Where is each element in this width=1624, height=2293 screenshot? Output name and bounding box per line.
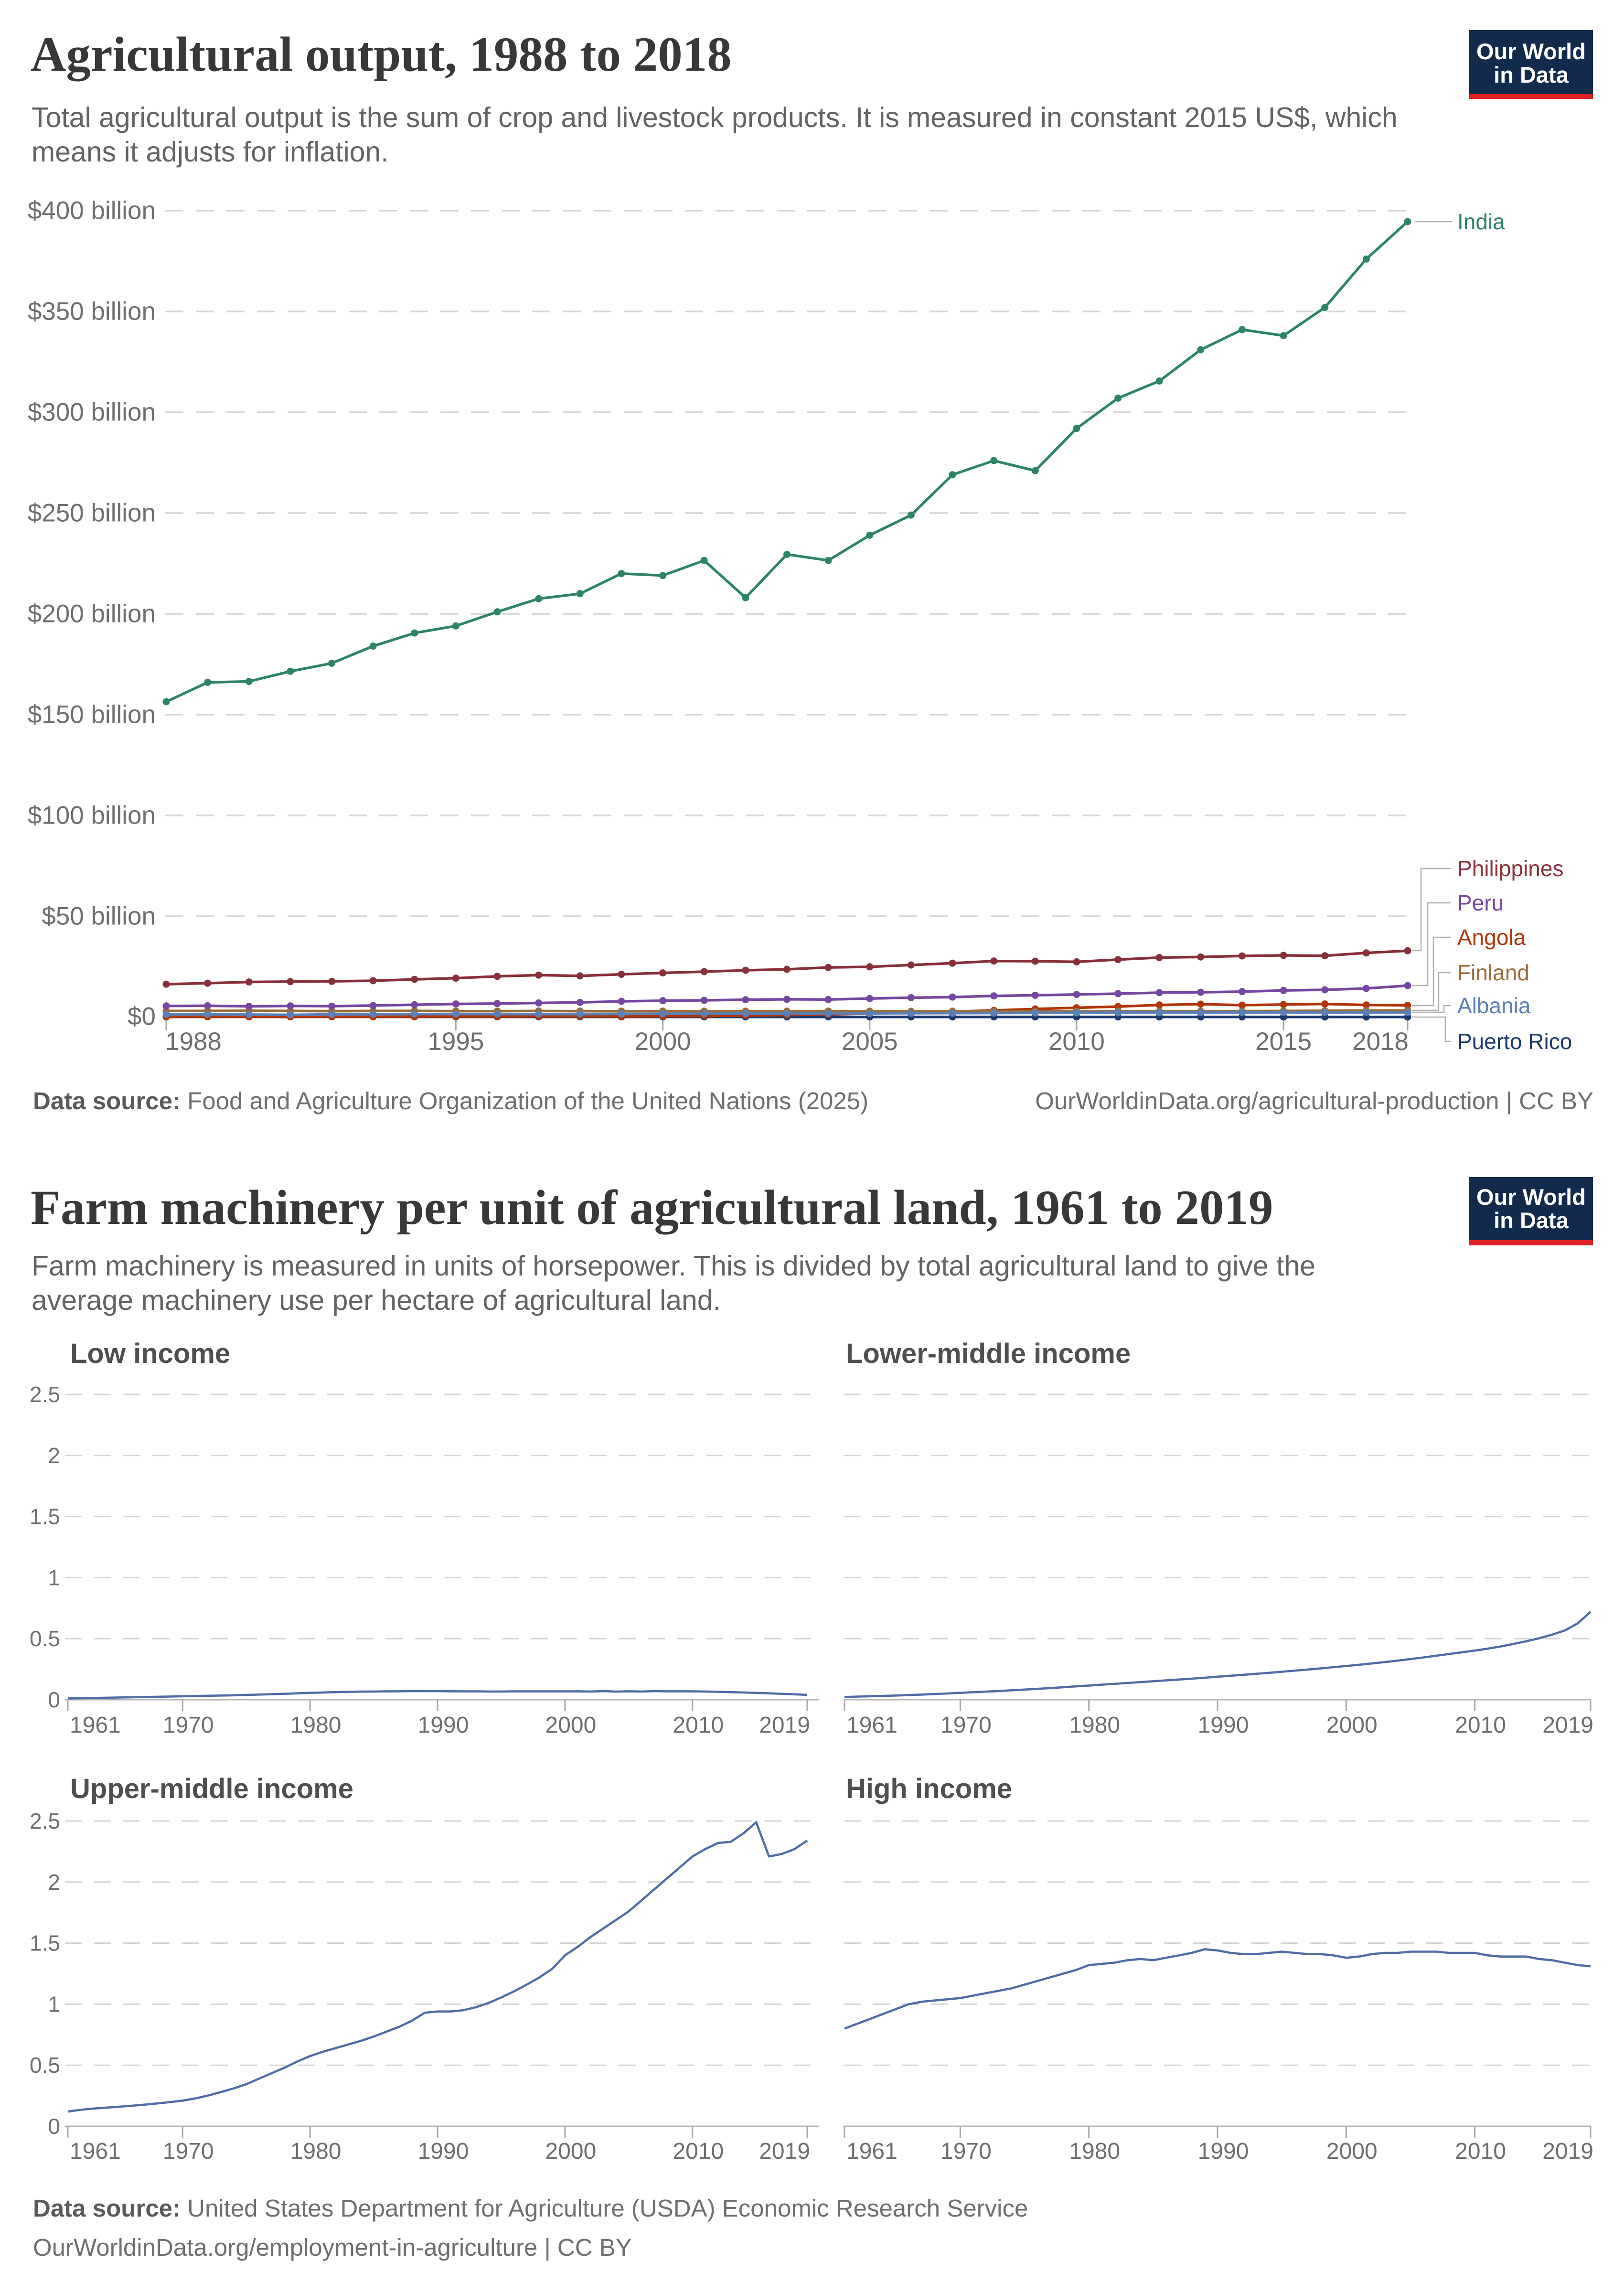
svg-text:$100 billion: $100 billion [28,802,156,830]
svg-text:$250 billion: $250 billion [28,499,156,527]
svg-text:means it adjusts for inflation: means it adjusts for inflation. [32,136,389,168]
svg-text:$150 billion: $150 billion [28,701,156,729]
svg-text:2019: 2019 [759,1713,810,1738]
svg-text:Lower-middle income: Lower-middle income [846,1338,1131,1369]
svg-text:Angola: Angola [1457,925,1526,950]
svg-text:1.5: 1.5 [30,1504,60,1529]
svg-text:1961: 1961 [70,1713,121,1738]
svg-text:OurWorldinData.org/agricultura: OurWorldinData.org/agricultural-producti… [1035,1087,1593,1114]
svg-text:$50 billion: $50 billion [42,902,156,931]
svg-text:2010: 2010 [673,1713,724,1738]
svg-text:Albania: Albania [1457,993,1531,1018]
svg-text:1990: 1990 [1198,2139,1249,2164]
svg-text:1970: 1970 [163,1713,214,1738]
svg-text:1970: 1970 [163,2139,214,2164]
svg-text:2019: 2019 [1542,1713,1593,1738]
svg-text:2000: 2000 [545,2139,597,2164]
svg-text:2000: 2000 [545,1713,597,1738]
svg-text:0.5: 0.5 [30,2053,60,2078]
svg-text:1970: 1970 [940,2139,992,2164]
svg-text:Upper-middle income: Upper-middle income [70,1773,353,1804]
svg-text:1980: 1980 [290,1713,342,1738]
svg-text:Farm machinery per unit of agr: Farm machinery per unit of agricultural … [31,1180,1273,1235]
svg-text:1970: 1970 [940,1713,992,1738]
svg-text:2.5: 2.5 [30,1809,60,1833]
svg-text:Farm machinery is measured in: Farm machinery is measured in units of h… [32,1250,1315,1282]
svg-text:0: 0 [48,2114,60,2139]
svg-text:$350 billion: $350 billion [28,298,156,326]
svg-text:Finland: Finland [1457,960,1529,985]
svg-text:1961: 1961 [846,1713,897,1738]
svg-text:1.5: 1.5 [30,1931,60,1956]
svg-text:1980: 1980 [290,2139,342,2164]
svg-text:2005: 2005 [842,1028,898,1056]
svg-text:High income: High income [846,1773,1012,1804]
svg-text:1: 1 [48,1565,60,1590]
svg-text:Agricultural output, 1988 to 2: Agricultural output, 1988 to 2018 [31,27,732,82]
svg-text:2010: 2010 [1048,1028,1105,1056]
svg-text:Peru: Peru [1457,890,1504,915]
svg-text:2010: 2010 [673,2139,724,2164]
svg-text:India: India [1457,209,1505,234]
svg-text:Puerto Rico: Puerto Rico [1457,1029,1572,1054]
svg-text:in Data: in Data [1494,1208,1569,1233]
svg-text:Our World: Our World [1476,1184,1586,1210]
svg-text:in Data: in Data [1494,62,1569,87]
svg-text:2010: 2010 [1455,2139,1506,2164]
svg-text:2018: 2018 [1352,1028,1409,1056]
svg-text:Our World: Our World [1476,39,1586,64]
svg-text:$200 billion: $200 billion [28,600,156,628]
svg-text:1990: 1990 [418,1713,469,1738]
svg-text:Philippines: Philippines [1457,856,1563,881]
svg-text:0: 0 [48,1687,60,1712]
svg-text:1990: 1990 [418,2139,469,2164]
svg-text:2010: 2010 [1455,1713,1506,1738]
svg-text:2015: 2015 [1255,1028,1312,1056]
svg-text:1995: 1995 [427,1028,484,1056]
svg-text:2: 2 [48,1443,60,1468]
svg-text:1980: 1980 [1069,2139,1120,2164]
svg-text:OurWorldinData.org/employment-: OurWorldinData.org/employment-in-agricul… [33,2234,632,2261]
svg-text:1990: 1990 [1198,1713,1249,1738]
svg-text:2: 2 [48,1870,60,1895]
svg-text:Data source: Food and Agricult: Data source: Food and Agriculture Organi… [33,1087,868,1114]
svg-text:2000: 2000 [635,1028,691,1056]
svg-text:0.5: 0.5 [30,1626,60,1651]
svg-text:$300 billion: $300 billion [28,398,156,427]
svg-text:2019: 2019 [1542,2139,1593,2164]
svg-text:average machinery use per hect: average machinery use per hectare of agr… [32,1285,721,1316]
svg-text:1961: 1961 [846,2139,897,2164]
svg-text:$400 billion: $400 billion [28,197,156,225]
svg-text:2019: 2019 [759,2139,810,2164]
svg-text:2.5: 2.5 [30,1382,60,1407]
svg-text:2000: 2000 [1326,1713,1378,1738]
svg-text:1: 1 [48,1992,60,2016]
svg-text:Data source: United States Dep: Data source: United States Department fo… [33,2195,1028,2222]
svg-text:1988: 1988 [165,1028,222,1056]
svg-text:Low income: Low income [70,1338,230,1369]
svg-text:1961: 1961 [70,2139,121,2164]
svg-text:$0: $0 [128,1003,156,1031]
svg-text:1980: 1980 [1069,1713,1120,1738]
svg-text:Total agricultural output is t: Total agricultural output is the sum of … [32,102,1398,133]
svg-text:2000: 2000 [1326,2139,1378,2164]
